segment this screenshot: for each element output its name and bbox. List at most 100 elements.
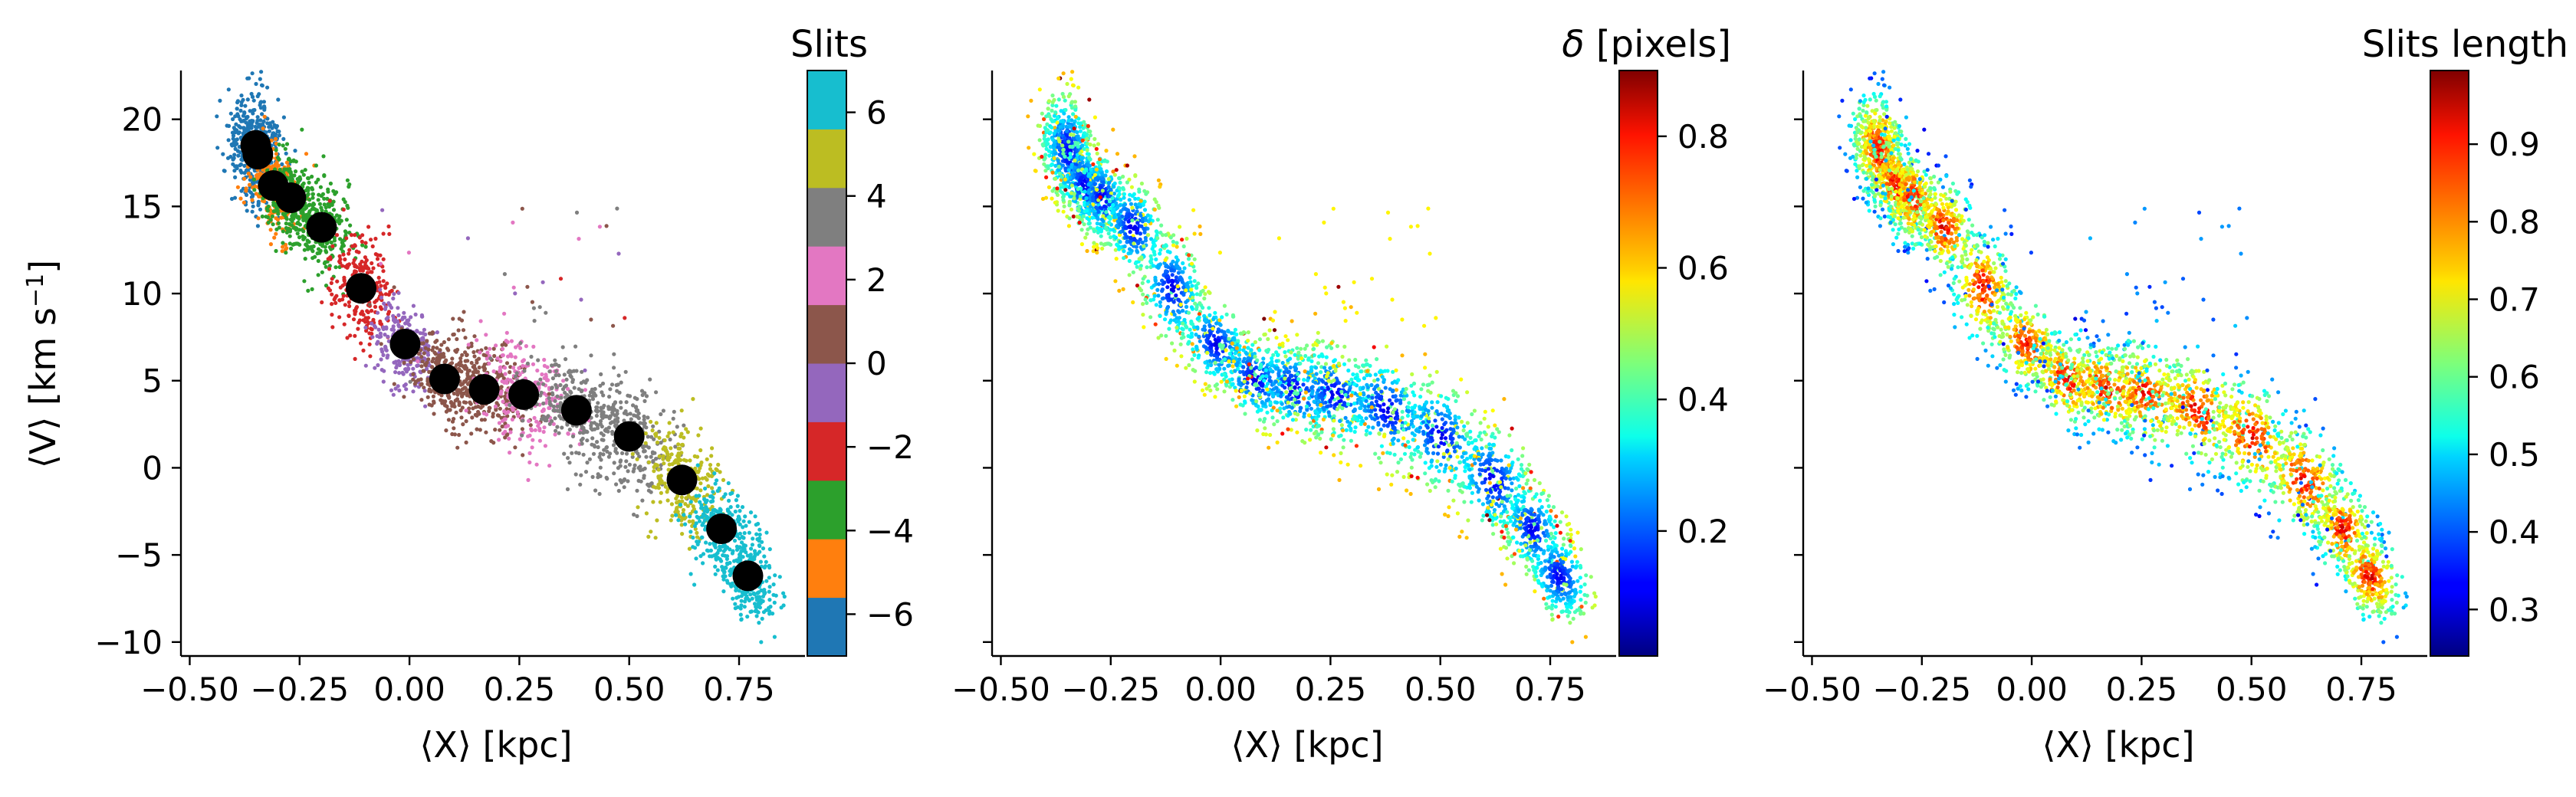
p0-point (568, 444, 573, 448)
p0-point (396, 313, 401, 317)
slit-mean-point (306, 212, 337, 243)
p0-point (329, 280, 334, 285)
p0-point (435, 330, 440, 335)
p0-point (675, 425, 679, 429)
p0-point (465, 353, 469, 358)
p0-point (665, 451, 670, 456)
p0-point (361, 348, 366, 353)
p0-point (665, 498, 670, 503)
p0-point (356, 326, 360, 331)
p0-point (280, 162, 284, 166)
p0-point (411, 357, 416, 362)
p0-point (284, 151, 288, 156)
p0-point (685, 503, 691, 508)
p0-point (738, 509, 742, 513)
p0-point (713, 481, 718, 486)
p0-point (572, 385, 577, 390)
p0-point (218, 98, 222, 103)
p0-point (748, 609, 753, 615)
p1-point (1081, 134, 1086, 139)
p0-point (251, 111, 255, 116)
p0-point (251, 204, 255, 208)
p0-point (319, 205, 324, 210)
p0-point (611, 443, 616, 448)
p0-point (600, 381, 606, 386)
p0-point (300, 228, 304, 232)
p0-point (764, 559, 768, 564)
p0-point (247, 182, 252, 187)
p0-point (261, 100, 266, 104)
p0-point (294, 228, 298, 232)
p0-point (587, 457, 593, 461)
p1-point (1118, 180, 1122, 185)
p0-point (324, 248, 328, 253)
p0-point (375, 257, 380, 261)
p0-ylabel-close: ] (22, 260, 64, 274)
p0-point (589, 423, 593, 428)
p0-point (460, 405, 465, 410)
p0-xtick-label: 0.25 (484, 671, 556, 708)
p0-point (540, 372, 544, 377)
p0-point (536, 424, 540, 428)
p0-ylabel-sup: −1 (22, 274, 49, 307)
p1-point (1037, 123, 1043, 128)
p0-point (682, 435, 686, 440)
p0-point (541, 382, 546, 386)
p0-point (482, 366, 487, 370)
p0-point (649, 419, 653, 425)
p0-point (613, 401, 617, 405)
p0-point (334, 265, 338, 270)
p0-point (695, 486, 699, 491)
p0-point (463, 400, 468, 405)
p0-point (307, 240, 311, 244)
p0-point (471, 406, 475, 411)
p0-point (723, 492, 728, 497)
p0-point (320, 270, 324, 274)
p0-point (277, 130, 281, 134)
p0-point (657, 435, 662, 441)
p0-point (438, 348, 442, 353)
slit-mean-point (666, 464, 698, 496)
p0-point (640, 498, 645, 503)
p0-ylabel: ⟨V⟩ [km s−1] (22, 260, 64, 468)
p0-point (538, 377, 543, 382)
p0-point (662, 461, 666, 466)
p0-point (326, 286, 330, 290)
p0-point (612, 461, 616, 465)
p0-point (276, 97, 281, 102)
p0-point (465, 373, 470, 378)
p1-point (1063, 154, 1067, 159)
p0-point (344, 218, 349, 222)
p0-point (708, 554, 712, 559)
p0-point (649, 490, 653, 494)
p1-point (1040, 111, 1044, 116)
p0-point (235, 137, 239, 142)
p0-point (256, 216, 261, 221)
p0-point (461, 328, 466, 333)
p1-point (1102, 204, 1107, 208)
p0-point (711, 490, 715, 494)
p1-point (1080, 182, 1085, 186)
p0-colorbar-segment (807, 129, 846, 189)
p0-point (574, 210, 580, 215)
p0-point (215, 114, 219, 119)
p0-point (270, 126, 274, 130)
p0-point (380, 347, 384, 352)
p0-point (594, 413, 600, 418)
p0-point (590, 436, 595, 441)
p0-point (383, 346, 388, 350)
p0-point (635, 488, 639, 493)
p0-point (659, 412, 663, 417)
p0-point (297, 235, 302, 240)
p0-point (610, 420, 615, 425)
p1-point (1077, 220, 1082, 225)
p0-point (699, 535, 705, 540)
p1-point (1092, 136, 1097, 141)
p0-point (239, 170, 244, 175)
p0-point (619, 400, 623, 405)
p0-point (520, 427, 525, 431)
p0-point (697, 477, 702, 481)
p0-point (488, 356, 493, 361)
p0-point (620, 451, 625, 456)
p0-point (574, 451, 579, 455)
